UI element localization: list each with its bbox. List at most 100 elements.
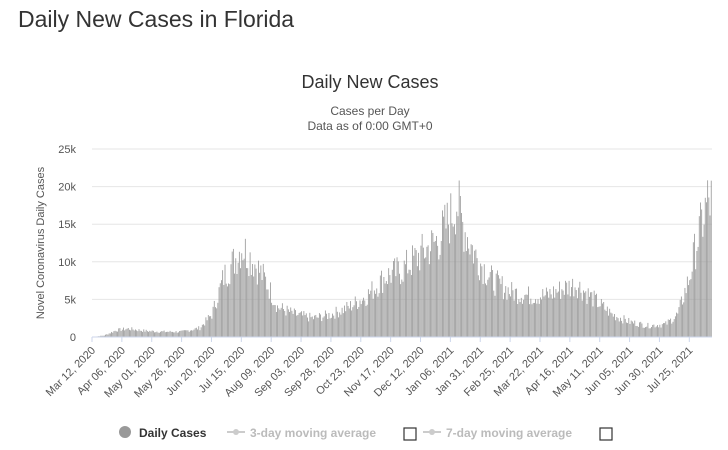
bar[interactable] bbox=[332, 313, 333, 337]
bar[interactable] bbox=[549, 288, 551, 337]
bar[interactable] bbox=[226, 286, 228, 337]
bar[interactable] bbox=[439, 254, 441, 337]
bar[interactable] bbox=[163, 330, 165, 337]
bar[interactable] bbox=[360, 304, 362, 337]
bar[interactable] bbox=[264, 272, 265, 337]
bar[interactable] bbox=[528, 286, 529, 337]
bar[interactable] bbox=[446, 202, 448, 337]
bar[interactable] bbox=[351, 310, 353, 337]
bar[interactable] bbox=[623, 315, 625, 337]
bar[interactable] bbox=[516, 288, 517, 337]
bar[interactable] bbox=[682, 304, 683, 337]
bar[interactable] bbox=[359, 300, 361, 337]
bar[interactable] bbox=[292, 313, 294, 337]
bar[interactable] bbox=[600, 299, 602, 337]
bar[interactable] bbox=[602, 303, 603, 338]
bar[interactable] bbox=[313, 319, 314, 337]
bar[interactable] bbox=[661, 324, 663, 337]
bar[interactable] bbox=[253, 276, 255, 338]
bar[interactable] bbox=[200, 327, 202, 337]
bar[interactable] bbox=[183, 330, 185, 337]
bar[interactable] bbox=[554, 297, 556, 337]
bar[interactable] bbox=[191, 330, 192, 337]
bar[interactable] bbox=[504, 292, 505, 337]
bar[interactable] bbox=[643, 327, 645, 337]
bar[interactable] bbox=[395, 276, 397, 337]
bar[interactable] bbox=[369, 294, 370, 337]
bar[interactable] bbox=[385, 281, 387, 337]
bar[interactable] bbox=[485, 283, 486, 337]
bar[interactable] bbox=[157, 332, 159, 337]
bar[interactable] bbox=[382, 292, 384, 337]
bar[interactable] bbox=[449, 243, 451, 337]
bar[interactable] bbox=[573, 296, 575, 337]
bar[interactable] bbox=[444, 204, 446, 337]
bar[interactable] bbox=[189, 330, 191, 337]
bar[interactable] bbox=[364, 300, 366, 337]
bar[interactable] bbox=[508, 294, 510, 337]
bar[interactable] bbox=[688, 285, 689, 337]
bar[interactable] bbox=[608, 315, 609, 337]
bar[interactable] bbox=[513, 300, 515, 337]
bar[interactable] bbox=[457, 216, 459, 337]
bar[interactable] bbox=[397, 261, 399, 337]
bar[interactable] bbox=[537, 299, 539, 337]
bar[interactable] bbox=[691, 271, 693, 337]
bar[interactable] bbox=[353, 305, 355, 337]
bar[interactable] bbox=[450, 193, 452, 337]
bar[interactable] bbox=[674, 316, 676, 337]
bar[interactable] bbox=[379, 275, 381, 337]
bar[interactable] bbox=[525, 294, 527, 337]
bar[interactable] bbox=[268, 298, 270, 337]
bar[interactable] bbox=[224, 264, 226, 337]
bar[interactable] bbox=[698, 216, 700, 337]
bar[interactable] bbox=[597, 307, 599, 337]
bar[interactable] bbox=[109, 333, 111, 337]
bar[interactable] bbox=[569, 296, 571, 337]
bar[interactable] bbox=[678, 307, 680, 337]
bar[interactable] bbox=[467, 237, 468, 337]
bar[interactable] bbox=[338, 317, 339, 337]
bar[interactable] bbox=[667, 319, 669, 337]
bar[interactable] bbox=[697, 246, 699, 337]
bar[interactable] bbox=[414, 248, 416, 337]
bar[interactable] bbox=[408, 269, 410, 337]
bar[interactable] bbox=[686, 276, 688, 337]
bar[interactable] bbox=[155, 332, 157, 337]
bar[interactable] bbox=[192, 330, 194, 337]
bar[interactable] bbox=[647, 322, 649, 337]
bar[interactable] bbox=[522, 303, 523, 337]
bar[interactable] bbox=[132, 329, 134, 337]
bar[interactable] bbox=[580, 292, 582, 337]
bar[interactable] bbox=[215, 307, 216, 337]
bar[interactable] bbox=[683, 302, 685, 337]
bar[interactable] bbox=[235, 258, 237, 337]
bar[interactable] bbox=[194, 328, 196, 337]
bar[interactable] bbox=[117, 331, 118, 337]
bar[interactable] bbox=[285, 315, 287, 337]
bar[interactable] bbox=[119, 328, 121, 337]
bar[interactable] bbox=[106, 334, 108, 337]
bar[interactable] bbox=[297, 314, 299, 337]
bar[interactable] bbox=[149, 330, 151, 337]
bar[interactable] bbox=[618, 321, 620, 337]
bar[interactable] bbox=[545, 287, 547, 337]
bar[interactable] bbox=[434, 240, 436, 337]
bar[interactable] bbox=[476, 258, 478, 337]
bar[interactable] bbox=[548, 297, 550, 337]
bar[interactable] bbox=[666, 324, 668, 337]
bar[interactable] bbox=[421, 233, 423, 337]
bar[interactable] bbox=[363, 297, 365, 337]
bar[interactable] bbox=[668, 319, 670, 337]
bar[interactable] bbox=[685, 293, 687, 337]
bar[interactable] bbox=[311, 316, 313, 338]
bar[interactable] bbox=[275, 311, 277, 337]
bar[interactable] bbox=[281, 303, 283, 337]
bar[interactable] bbox=[628, 317, 630, 337]
bar[interactable] bbox=[295, 310, 296, 337]
bar[interactable] bbox=[140, 330, 142, 337]
bar[interactable] bbox=[596, 293, 597, 337]
bar[interactable] bbox=[477, 275, 479, 337]
bar[interactable] bbox=[320, 314, 322, 337]
bar[interactable] bbox=[195, 327, 197, 337]
